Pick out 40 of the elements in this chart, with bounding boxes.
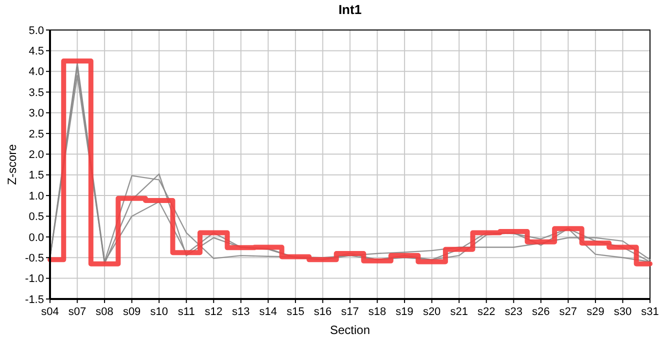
x-tick-label: s27	[559, 306, 578, 318]
y-tick-label: 3.0	[28, 108, 44, 120]
x-tick-label: s10	[150, 306, 168, 318]
x-tick-label: s12	[204, 306, 223, 318]
x-tick-label: s18	[368, 306, 386, 318]
y-tick-label: 4.5	[28, 46, 44, 58]
x-tick-label: s14	[259, 306, 278, 318]
x-tick-label: s21	[450, 306, 468, 318]
y-tick-label: -1.5	[25, 294, 44, 306]
y-tick-label: 1.0	[28, 190, 44, 202]
x-tick-label: s23	[504, 306, 523, 318]
y-tick-label: 2.0	[28, 149, 44, 162]
x-tick-label: s19	[396, 306, 414, 318]
y-tick-label: -0.5	[25, 252, 44, 264]
x-tick-label: s16	[314, 306, 332, 318]
y-axis-title: Z-score	[5, 144, 19, 185]
x-tick-label: s29	[586, 306, 604, 318]
x-tick-label: s09	[122, 306, 141, 318]
y-tick-label: 4.0	[28, 66, 44, 78]
chart-title: Int1	[338, 2, 362, 17]
x-tick-label: s13	[232, 306, 250, 318]
x-axis-title: Section	[330, 323, 370, 337]
x-tick-label: s22	[477, 306, 496, 318]
y-tick-label: 0.0	[28, 232, 44, 244]
x-tick-label: s11	[178, 306, 195, 318]
y-tick-label: 5.0	[28, 24, 44, 37]
x-tick-label: s26	[532, 306, 550, 318]
x-tick-label: s15	[286, 306, 304, 318]
x-tick-label: s30	[614, 306, 632, 318]
y-tick-label: 0.5	[28, 211, 44, 224]
x-tick-label: s20	[422, 306, 441, 318]
y-tick-label: -1.0	[25, 273, 44, 286]
y-tick-label: 1.5	[28, 170, 44, 182]
x-tick-label: s17	[341, 306, 359, 318]
x-tick-label: s04	[41, 306, 59, 318]
y-tick-label: 2.5	[28, 128, 44, 140]
x-tick-label: s31	[641, 306, 659, 318]
y-tick-label: 3.5	[28, 86, 44, 99]
x-tick-label: s08	[96, 306, 114, 318]
x-tick-label: s07	[68, 306, 86, 318]
